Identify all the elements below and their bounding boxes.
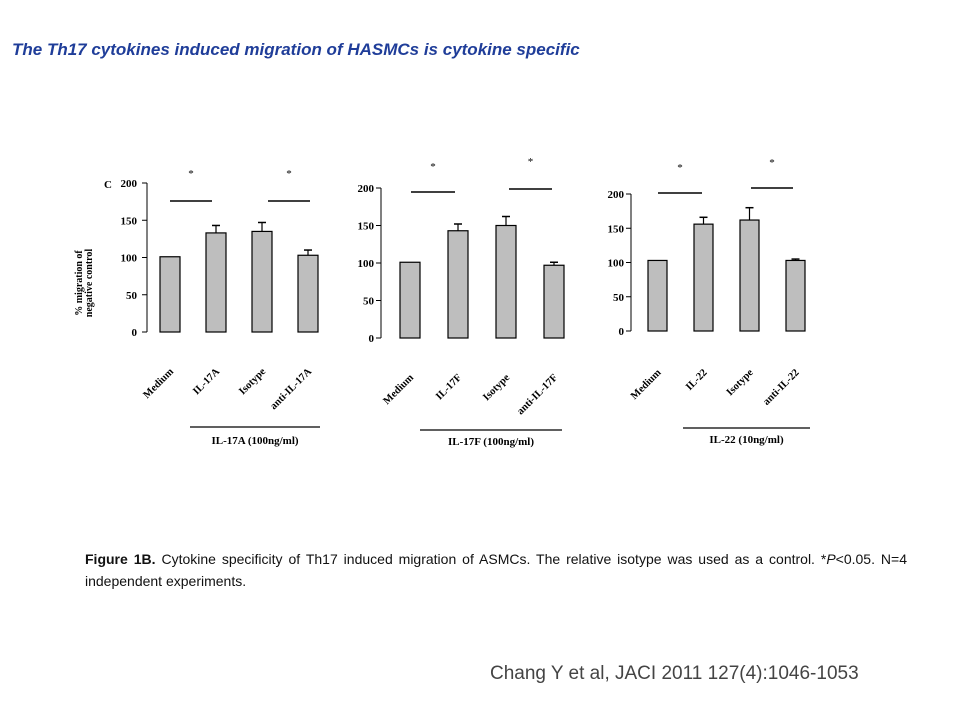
bar (693, 223, 714, 332)
figure-caption: Figure 1B. Cytokine specificity of Th17 … (85, 548, 907, 592)
significance-star: * (188, 168, 194, 180)
y-tick-label: 0 (132, 327, 138, 339)
y-tick-label: 100 (121, 253, 138, 265)
significance-star: * (677, 162, 683, 174)
bar (399, 261, 421, 339)
y-tick-label: 0 (369, 333, 375, 345)
y-tick-label: 200 (121, 178, 138, 190)
y-axis-title: % migration of (74, 250, 85, 316)
significance-star: * (528, 156, 534, 168)
y-tick-label: 150 (608, 223, 625, 235)
significance-star: * (286, 168, 292, 180)
citation: Chang Y et al, JACI 2011 127(4):1046-105… (490, 663, 859, 684)
y-tick-label: 100 (608, 258, 625, 270)
y-tick-label: 200 (358, 183, 375, 195)
category-label: Isotype (725, 367, 756, 398)
y-tick-label: 100 (358, 258, 375, 270)
category-label: Medium (629, 367, 664, 402)
slide-title: The Th17 cytokines induced migration of … (12, 40, 580, 59)
y-axis-title: negative control (84, 249, 95, 318)
bar (739, 219, 760, 332)
treatment-label: IL-17F (100ng/ml) (448, 436, 534, 448)
caption-label: Figure 1B. (85, 551, 156, 567)
category-label: anti-IL-22 (761, 367, 801, 407)
y-tick-label: 150 (121, 215, 138, 227)
y-tick-label: 50 (613, 292, 625, 304)
caption-text-end: <0.05. N=4 independent experiments. (85, 551, 907, 589)
caption-p-symbol: P (826, 551, 836, 567)
y-tick-label: 50 (363, 296, 375, 308)
caption-text: Cytokine specificity of Th17 induced mig… (155, 551, 827, 567)
panel-letter: C (104, 179, 112, 191)
y-tick-label: 150 (358, 221, 375, 233)
y-tick-label: 200 (608, 189, 625, 201)
y-tick-label: 0 (619, 326, 625, 338)
category-label: IL-22 (684, 367, 710, 393)
significance-star: * (769, 157, 775, 169)
y-tick-label: 50 (126, 290, 138, 302)
bar (159, 256, 181, 333)
treatment-label: IL-17A (100ng/ml) (211, 435, 298, 447)
treatment-label: IL-22 (10ng/ml) (709, 434, 784, 446)
bar (785, 259, 806, 332)
significance-star: * (430, 161, 436, 173)
bar (647, 259, 668, 332)
